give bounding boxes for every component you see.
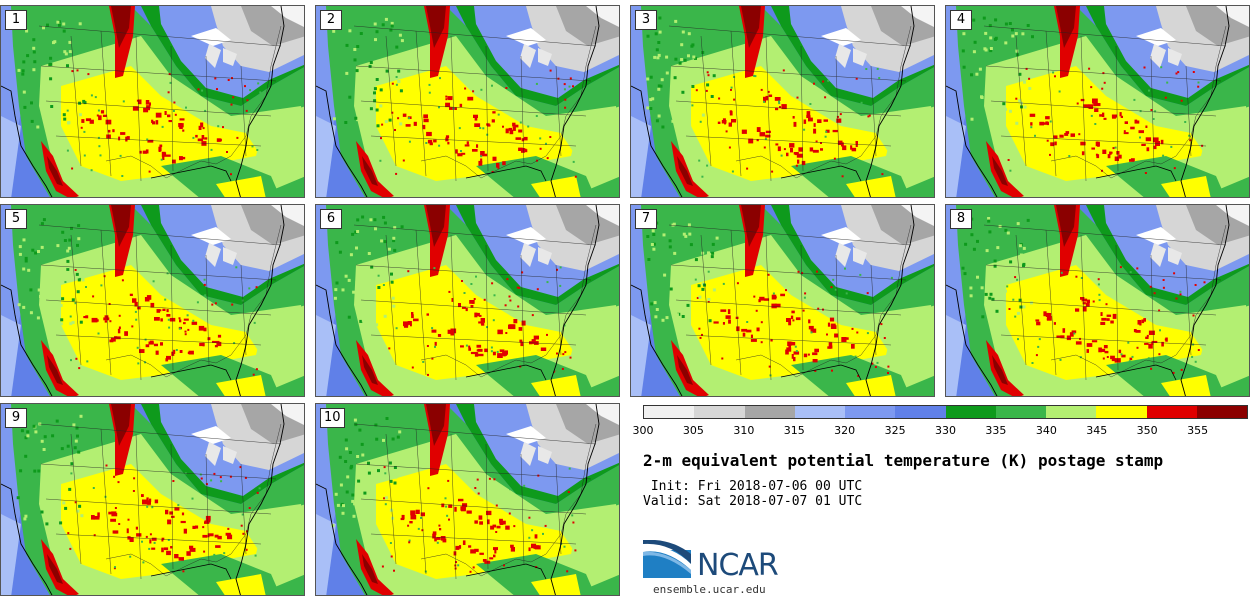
colorbar-segment <box>1146 406 1197 418</box>
ncar-logo-text: NCAR <box>697 548 779 583</box>
colorbar-segment <box>845 406 896 418</box>
colorbar-segment <box>744 406 795 418</box>
panel-map <box>631 6 934 197</box>
panel-number: 6 <box>320 209 342 229</box>
colorbar-tick: 305 <box>682 424 704 437</box>
postage-stamp-panel: 3 <box>630 5 935 198</box>
panel-map <box>946 205 1249 396</box>
colorbar-tick: 300 <box>632 424 654 437</box>
panel-map <box>631 205 934 396</box>
colorbar-segment <box>1096 406 1147 418</box>
colorbar-segment <box>945 406 996 418</box>
colorbar <box>643 405 1248 419</box>
postage-stamp-panel: 4 <box>945 5 1250 198</box>
colorbar-segment <box>1196 406 1247 418</box>
source-url: ensemble.ucar.edu <box>653 583 766 596</box>
postage-stamp-panel: 10 <box>315 403 620 596</box>
panel-map <box>1 404 304 595</box>
colorbar-segment <box>794 406 845 418</box>
panel-number: 7 <box>635 209 657 229</box>
postage-stamp-panel: 6 <box>315 204 620 397</box>
postage-stamp-panel: 9 <box>0 403 305 596</box>
init-time: Init: Fri 2018-07-06 00 UTC <box>643 479 863 494</box>
panel-number: 1 <box>5 10 27 30</box>
figure-title: 2-m equivalent potential temperature (K)… <box>643 451 1164 470</box>
colorbar-tick: 355 <box>1187 424 1209 437</box>
colorbar-tick: 310 <box>733 424 755 437</box>
panel-number: 9 <box>5 408 27 428</box>
colorbar-tick: 320 <box>834 424 856 437</box>
panel-map <box>316 6 619 197</box>
panel-map <box>1 6 304 197</box>
colorbar-tick: 345 <box>1086 424 1108 437</box>
postage-stamp-panel: 1 <box>0 5 305 198</box>
colorbar-tick: 325 <box>884 424 906 437</box>
postage-stamp-panel: 5 <box>0 204 305 397</box>
colorbar-tick: 340 <box>1035 424 1057 437</box>
colorbar-tick: 330 <box>935 424 956 437</box>
panel-map <box>946 6 1249 197</box>
postage-stamp-panel: 2 <box>315 5 620 198</box>
colorbar-segment <box>1046 406 1097 418</box>
panel-map <box>1 205 304 396</box>
postage-stamp-panel: 8 <box>945 204 1250 397</box>
panel-number: 8 <box>950 209 972 229</box>
colorbar-segment <box>895 406 946 418</box>
colorbar-tick: 335 <box>985 424 1007 437</box>
colorbar-tick: 350 <box>1136 424 1158 437</box>
colorbar-tick: 315 <box>783 424 805 437</box>
colorbar-segment <box>694 406 745 418</box>
colorbar-segment <box>644 406 695 418</box>
panel-number: 5 <box>5 209 27 229</box>
panel-number: 3 <box>635 10 657 30</box>
panel-map <box>316 404 619 595</box>
panel-number: 4 <box>950 10 972 30</box>
panel-map <box>316 205 619 396</box>
valid-time: Valid: Sat 2018-07-07 01 UTC <box>643 494 863 509</box>
postage-stamp-panel: 7 <box>630 204 935 397</box>
colorbar-segment <box>995 406 1046 418</box>
panel-number: 10 <box>320 408 345 428</box>
ncar-logo-mark <box>643 540 691 578</box>
panel-number: 2 <box>320 10 342 30</box>
